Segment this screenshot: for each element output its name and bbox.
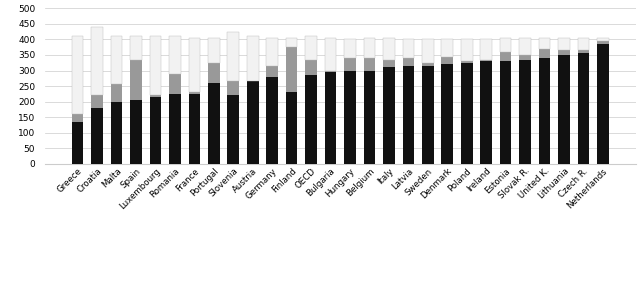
Bar	[344, 39, 356, 58]
Bar	[110, 102, 123, 164]
Bar	[578, 50, 589, 54]
Bar	[286, 47, 297, 92]
Bar	[208, 83, 220, 164]
Bar	[266, 66, 278, 77]
Bar	[383, 60, 395, 67]
Bar	[363, 58, 376, 70]
Bar	[597, 38, 609, 41]
Bar	[597, 41, 609, 44]
Bar	[442, 39, 453, 56]
Bar	[286, 38, 297, 47]
Bar	[72, 36, 83, 114]
Bar	[363, 70, 376, 164]
Bar	[519, 38, 531, 55]
Bar	[130, 60, 142, 100]
Bar	[247, 81, 259, 164]
Bar	[72, 122, 83, 164]
Bar	[208, 63, 220, 83]
Bar	[461, 63, 473, 164]
Bar	[578, 38, 589, 50]
Bar	[442, 64, 453, 164]
Bar	[539, 58, 550, 164]
Bar	[422, 39, 433, 63]
Bar	[150, 97, 161, 164]
Bar	[91, 108, 103, 164]
Bar	[169, 74, 181, 94]
Bar	[325, 38, 336, 70]
Bar	[597, 44, 609, 164]
Bar	[325, 72, 336, 164]
Bar	[130, 36, 142, 60]
Bar	[189, 38, 200, 92]
Bar	[480, 60, 492, 61]
Bar	[325, 70, 336, 72]
Bar	[403, 66, 414, 164]
Bar	[558, 50, 570, 55]
Bar	[247, 36, 259, 81]
Bar	[442, 56, 453, 64]
Bar	[422, 66, 433, 164]
Bar	[91, 95, 103, 108]
Bar	[578, 54, 589, 164]
Legend: School, Local/Regional, National authority: School, Local/Regional, National authori…	[204, 280, 476, 282]
Bar	[461, 61, 473, 63]
Bar	[499, 52, 512, 61]
Bar	[305, 60, 317, 75]
Bar	[110, 36, 123, 85]
Bar	[344, 70, 356, 164]
Bar	[558, 38, 570, 50]
Bar	[383, 38, 395, 60]
Bar	[169, 94, 181, 164]
Bar	[227, 81, 239, 95]
Bar	[539, 49, 550, 58]
Bar	[383, 67, 395, 164]
Bar	[461, 39, 473, 61]
Bar	[266, 38, 278, 66]
Bar	[189, 94, 200, 164]
Bar	[72, 114, 83, 122]
Bar	[305, 36, 317, 60]
Bar	[344, 58, 356, 70]
Bar	[266, 77, 278, 164]
Bar	[286, 92, 297, 164]
Bar	[480, 61, 492, 164]
Bar	[499, 38, 512, 52]
Bar	[519, 55, 531, 60]
Bar	[189, 92, 200, 94]
Bar	[558, 55, 570, 164]
Bar	[91, 27, 103, 95]
Bar	[403, 58, 414, 66]
Bar	[150, 36, 161, 95]
Bar	[422, 63, 433, 66]
Bar	[227, 32, 239, 81]
Bar	[110, 85, 123, 102]
Bar	[519, 60, 531, 164]
Bar	[403, 39, 414, 58]
Bar	[169, 36, 181, 74]
Bar	[208, 38, 220, 63]
Bar	[305, 75, 317, 164]
Bar	[150, 95, 161, 97]
Bar	[480, 39, 492, 60]
Bar	[499, 61, 512, 164]
Bar	[539, 38, 550, 49]
Bar	[227, 95, 239, 164]
Bar	[363, 38, 376, 58]
Bar	[130, 100, 142, 164]
